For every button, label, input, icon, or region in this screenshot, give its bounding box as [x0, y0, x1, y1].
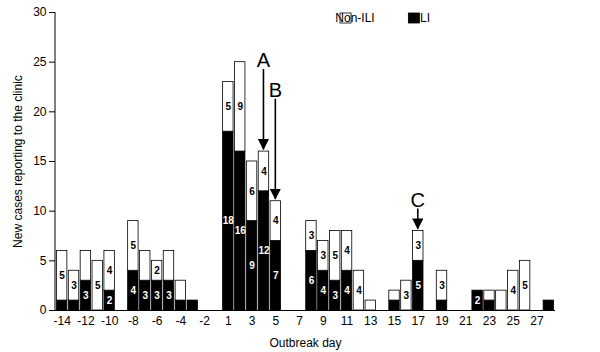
- svg-text:-12: -12: [77, 314, 95, 328]
- svg-text:15: 15: [388, 314, 402, 328]
- svg-text:5: 5: [95, 280, 101, 291]
- svg-text:-10: -10: [101, 314, 119, 328]
- svg-text:2: 2: [107, 295, 113, 306]
- svg-text:-2: -2: [199, 314, 210, 328]
- svg-text:3: 3: [439, 280, 445, 291]
- svg-text:2: 2: [154, 265, 160, 276]
- svg-text:3: 3: [249, 314, 256, 328]
- svg-text:-14: -14: [53, 314, 71, 328]
- svg-text:5: 5: [415, 280, 421, 291]
- svg-text:27: 27: [530, 314, 544, 328]
- svg-text:4: 4: [131, 285, 137, 296]
- svg-text:3: 3: [309, 230, 315, 241]
- svg-text:6: 6: [309, 275, 315, 286]
- svg-text:4: 4: [321, 285, 327, 296]
- svg-text:3: 3: [71, 280, 77, 291]
- svg-text:3: 3: [83, 290, 89, 301]
- svg-text:12: 12: [258, 245, 270, 256]
- svg-text:4: 4: [510, 285, 516, 296]
- svg-text:15: 15: [33, 154, 47, 168]
- svg-text:16: 16: [235, 225, 247, 236]
- svg-text:18: 18: [223, 215, 235, 226]
- svg-text:25: 25: [507, 314, 521, 328]
- svg-text:2: 2: [475, 295, 481, 306]
- svg-text:4: 4: [261, 166, 267, 177]
- svg-text:-8: -8: [128, 314, 139, 328]
- svg-text:1: 1: [225, 314, 232, 328]
- svg-text:7: 7: [273, 270, 279, 281]
- svg-text:B: B: [269, 79, 282, 101]
- svg-text:7: 7: [296, 314, 303, 328]
- svg-text:3: 3: [404, 290, 410, 301]
- svg-text:13: 13: [364, 314, 378, 328]
- svg-text:3: 3: [332, 290, 338, 301]
- svg-text:4: 4: [107, 265, 113, 276]
- svg-text:C: C: [411, 189, 425, 211]
- svg-text:5: 5: [40, 254, 47, 268]
- svg-text:30: 30: [33, 5, 47, 19]
- svg-text:-4: -4: [176, 314, 187, 328]
- svg-text:4: 4: [344, 285, 350, 296]
- svg-text:9: 9: [320, 314, 327, 328]
- svg-text:ILI: ILI: [417, 11, 430, 25]
- svg-text:21: 21: [459, 314, 473, 328]
- svg-text:4: 4: [356, 285, 362, 296]
- svg-text:23: 23: [483, 314, 497, 328]
- svg-text:3: 3: [142, 290, 148, 301]
- svg-text:9: 9: [249, 260, 255, 271]
- svg-text:6: 6: [249, 186, 255, 197]
- svg-text:10: 10: [33, 204, 47, 218]
- svg-text:5: 5: [332, 250, 338, 261]
- svg-text:25: 25: [33, 55, 47, 69]
- svg-text:0: 0: [40, 303, 47, 317]
- svg-text:5: 5: [59, 270, 65, 281]
- svg-text:3: 3: [321, 250, 327, 261]
- svg-text:5: 5: [226, 101, 232, 112]
- svg-text:Outbreak day: Outbreak day: [269, 336, 341, 350]
- svg-text:3: 3: [154, 290, 160, 301]
- svg-text:17: 17: [412, 314, 426, 328]
- svg-text:A: A: [257, 49, 271, 71]
- svg-text:5: 5: [522, 280, 528, 291]
- svg-text:19: 19: [435, 314, 449, 328]
- svg-text:4: 4: [273, 215, 279, 226]
- svg-text:5: 5: [272, 314, 279, 328]
- svg-text:3: 3: [166, 290, 172, 301]
- svg-text:Non-ILI: Non-ILI: [335, 11, 374, 25]
- svg-text:20: 20: [33, 105, 47, 119]
- svg-text:11: 11: [341, 314, 354, 328]
- svg-text:9: 9: [237, 101, 243, 112]
- svg-text:3: 3: [415, 240, 421, 251]
- svg-text:New cases reporting to the cli: New cases reporting to the clinic: [11, 75, 25, 248]
- svg-text:4: 4: [344, 245, 350, 256]
- svg-text:5: 5: [131, 240, 137, 251]
- svg-text:-6: -6: [152, 314, 163, 328]
